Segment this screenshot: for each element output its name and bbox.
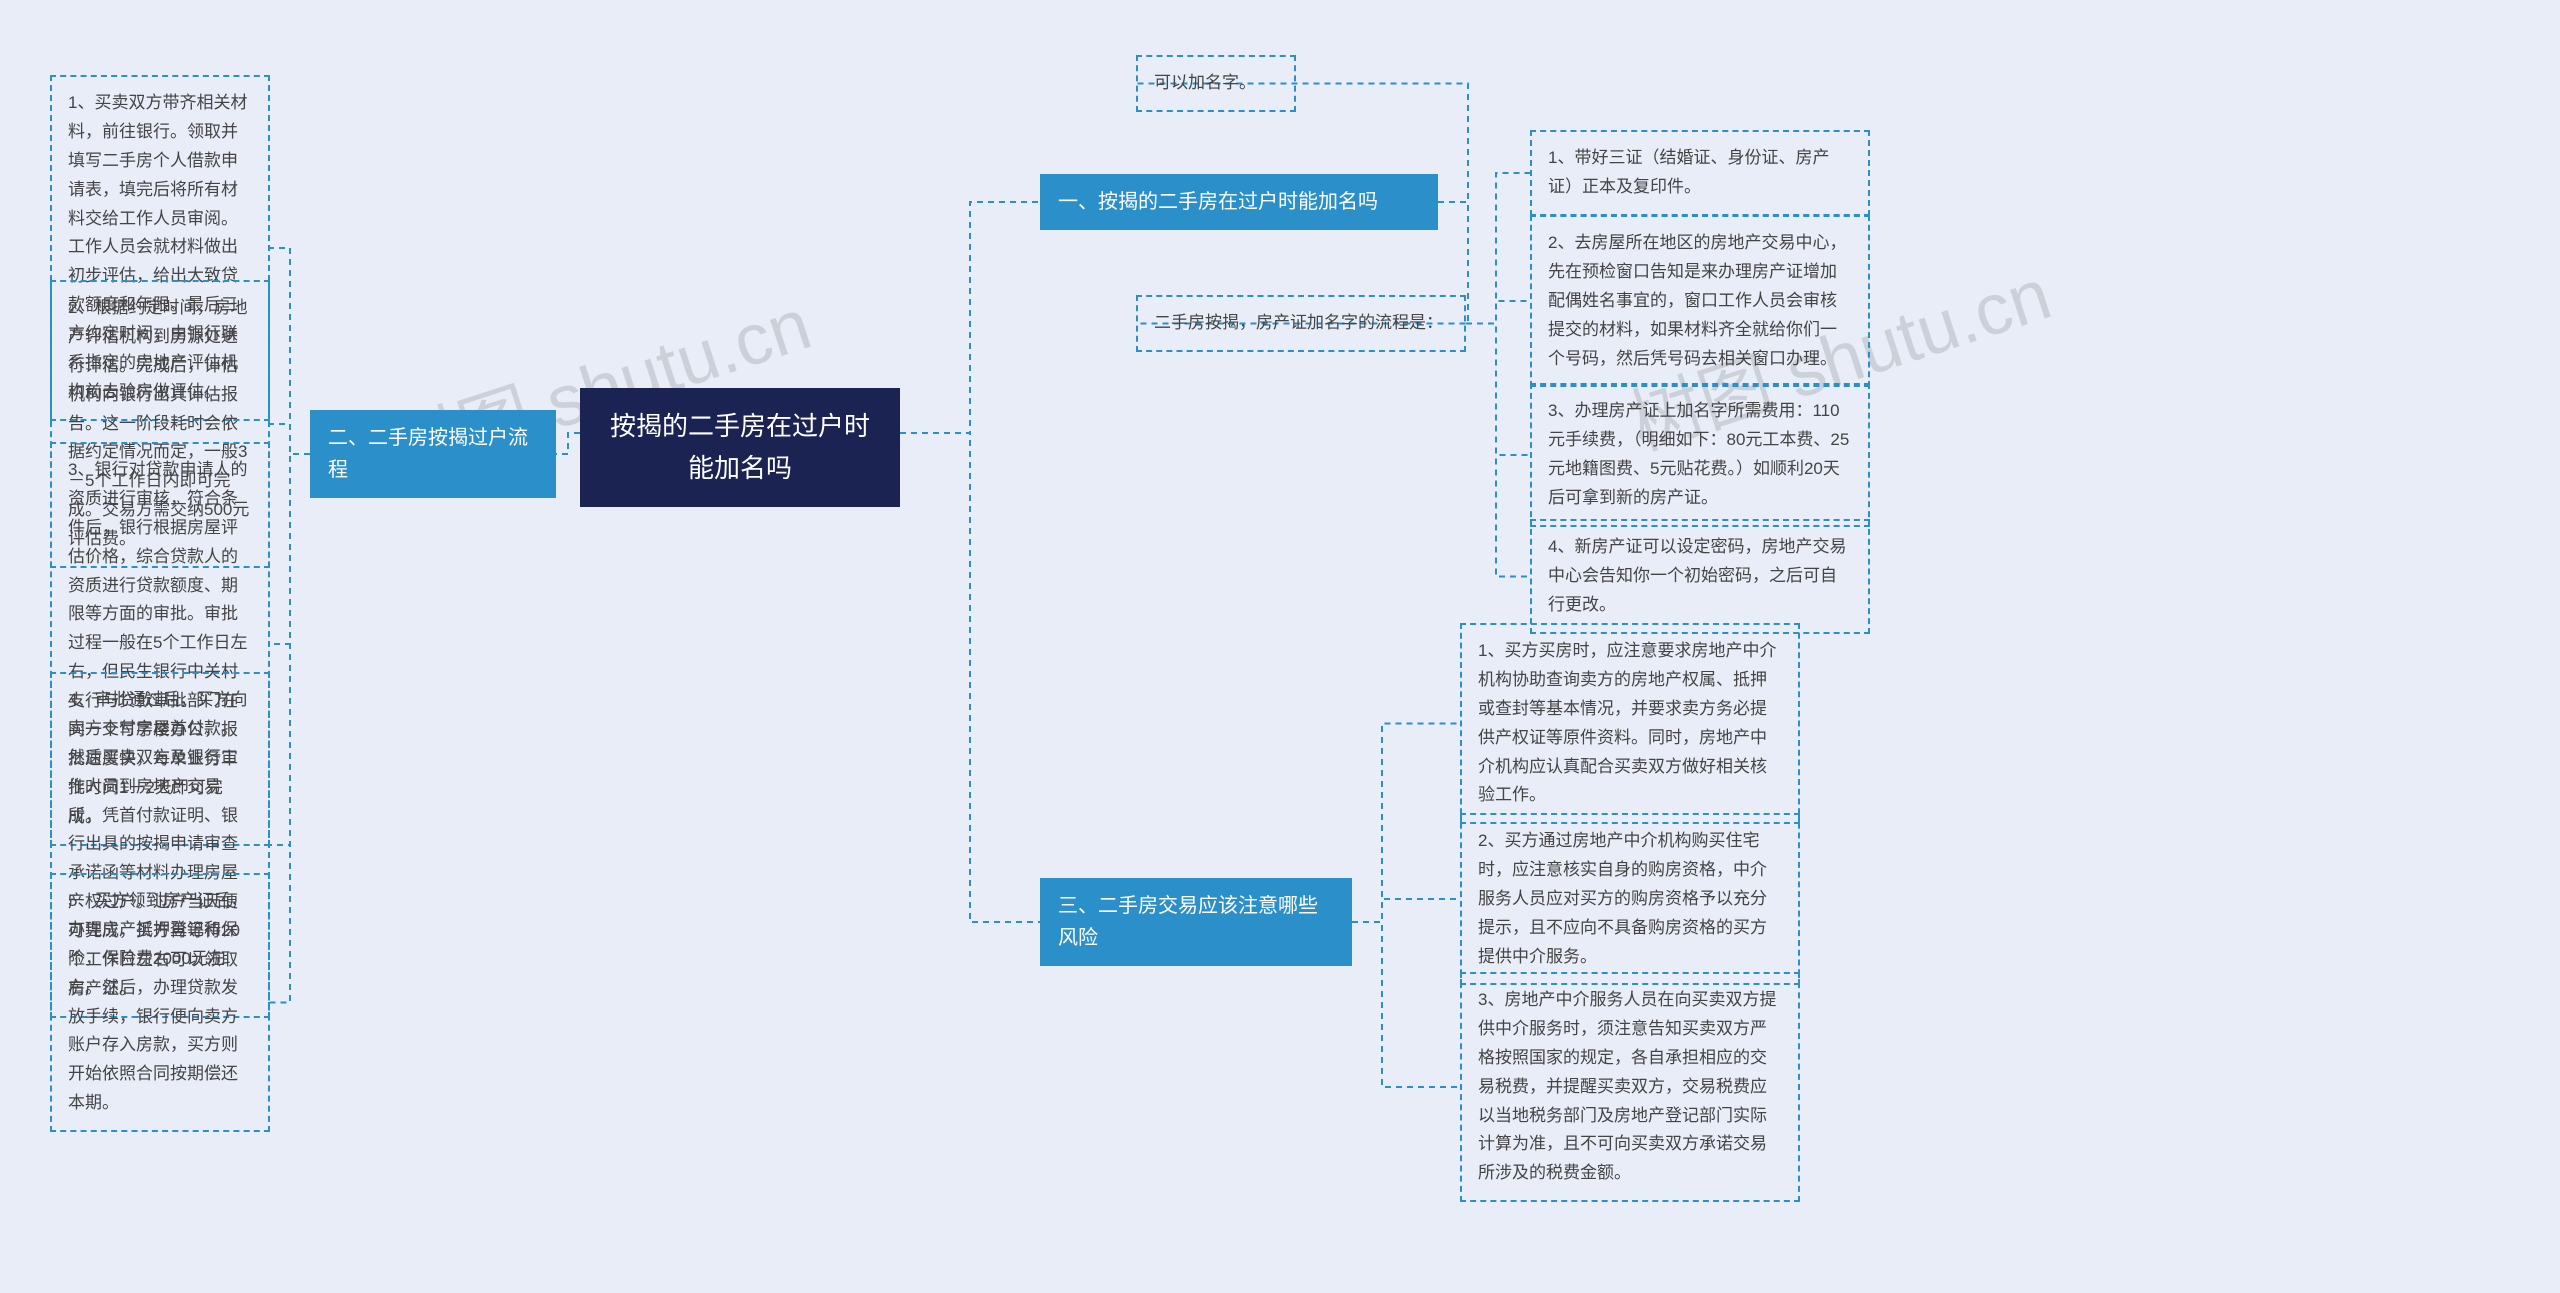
- branch-2: 二、二手房按揭过户流程: [310, 410, 556, 498]
- branch-3-leaf-2: 2、买方通过房地产中介机构购买住宅时，应注意核实自身的购房资格，中介服务人员应对…: [1460, 813, 1800, 985]
- branch-3-leaf-3: 3、房地产中介服务人员在向买卖双方提供中介服务时，须注意告知买卖双方严格按照国家…: [1460, 972, 1800, 1202]
- center-node: 按揭的二手房在过户时能加名吗: [580, 388, 900, 507]
- branch-1-leaf-2-sub-4: 4、新房产证可以设定密码，房地产交易中心会告知你一个初始密码，之后可自行更改。: [1530, 519, 1870, 634]
- branch-1-leaf-1: 可以加名字。: [1136, 55, 1296, 112]
- branch-1-leaf-2-sub-1: 1、带好三证（结婚证、身份证、房产证）正本及复印件。: [1530, 130, 1870, 216]
- branch-1-leaf-2: 二手房按揭，房产证加名字的流程是：: [1136, 295, 1466, 352]
- branch-1: 一、按揭的二手房在过户时能加名吗: [1040, 174, 1438, 230]
- branch-3: 三、二手房交易应该注意哪些风险: [1040, 878, 1352, 966]
- branch-1-leaf-2-sub-3: 3、办理房产证上加名字所需费用：110元手续费，（明细如下：80元工本费、25元…: [1530, 383, 1870, 527]
- branch-3-leaf-1: 1、买方买房时，应注意要求房地产中介机构协助查询卖方的房地产权属、抵押或查封等基…: [1460, 623, 1800, 824]
- branch-1-leaf-2-sub-2: 2、去房屋所在地区的房地产交易中心，先在预检窗口告知是来办理房产证增加配偶姓名事…: [1530, 215, 1870, 387]
- branch-2-leaf-5: 5、买方领到房产证后，办理房产抵押登记和保险，保险费2000元左右。然后，办理贷…: [50, 873, 270, 1132]
